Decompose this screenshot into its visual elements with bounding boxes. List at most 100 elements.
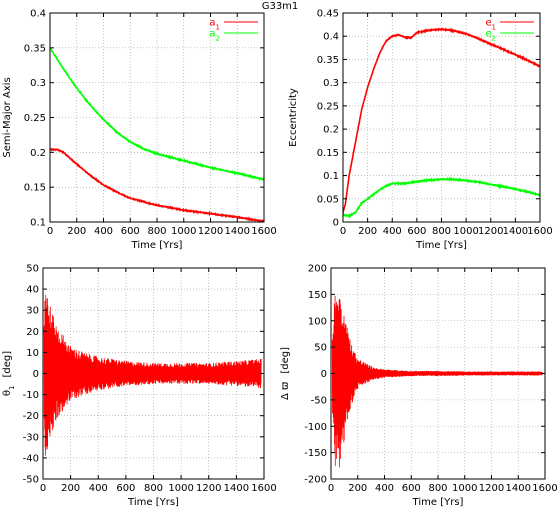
x-axis-label: Time [Yrs]: [412, 497, 464, 508]
legend-label-a2: a2: [209, 29, 220, 43]
x-tick-label: 1600: [527, 226, 552, 237]
x-tick-label: 1400: [503, 226, 528, 237]
x-tick-label: 1000: [453, 226, 478, 237]
y-axis-label: Semi-Major Axis: [2, 77, 13, 157]
y-tick-label: 0: [33, 369, 39, 380]
y-tick-label: 0.05: [317, 194, 339, 205]
x-tick-label: 1200: [479, 483, 504, 494]
x-tick-label: 600: [121, 226, 140, 237]
y-tick-label: 0.25: [24, 113, 46, 124]
y-tick-label: 0.25: [317, 101, 339, 112]
y-tick-label: -150: [304, 448, 327, 459]
x-tick-label: 800: [428, 483, 447, 494]
plot-area: [343, 26, 540, 219]
y-tick-label: -20: [23, 411, 39, 422]
legend-label-a1: a1: [209, 18, 220, 32]
y-tick-label: 0.45: [317, 9, 339, 20]
x-tick-label: 1600: [251, 483, 276, 494]
legend-label-e1: e1: [485, 18, 496, 32]
x-tick-label: 1000: [452, 483, 477, 494]
x-tick-label: 600: [402, 483, 421, 494]
x-tick-label: 0: [40, 483, 46, 494]
chart-panel-semi-major-axis: 0 200 400 600 800 1000 1200 1400 1600 0.1 0.15 0.2 0…: [2, 9, 277, 252]
y-tick-label: -200: [304, 475, 327, 486]
y-tick-label: -50: [311, 395, 327, 406]
x-tick-label: 1000: [168, 483, 193, 494]
y-tick-label: -50: [23, 475, 39, 486]
x-tick-label: 400: [383, 226, 402, 237]
legend-label-subscript: 2: [216, 35, 220, 43]
y-axis-label: Eccentricity: [288, 88, 299, 147]
y-tick-label: -40: [23, 453, 39, 464]
x-tick-label: 1000: [171, 226, 196, 237]
y-tick-label: 200: [308, 264, 327, 275]
y-tick-label: 20: [26, 327, 39, 338]
x-tick-label: 600: [116, 483, 135, 494]
y-tick-label: 0.4: [30, 9, 46, 20]
data-series-a2: [50, 47, 264, 182]
x-tick-label: 200: [61, 483, 80, 494]
x-tick-label: 0: [340, 226, 346, 237]
chart-panel-theta1: 0 200 400 600 800 1000 1200 1400 1600-50-40-30-2…: [2, 264, 277, 509]
y-tick-label: 0.2: [323, 125, 339, 136]
y-axis-label-unit: [deg]: [2, 351, 13, 378]
data-series-e2: [343, 176, 540, 219]
x-tick-label: 200: [67, 226, 86, 237]
x-tick-label: 400: [94, 226, 113, 237]
y-tick-label: 10: [26, 348, 39, 359]
data-series-theta1: [43, 294, 262, 456]
x-tick-label: 1400: [506, 483, 531, 494]
x-tick-label: 0: [328, 483, 334, 494]
x-tick-label: 400: [375, 483, 394, 494]
y-tick-label: -10: [23, 390, 39, 401]
x-tick-label: 1200: [198, 226, 223, 237]
y-tick-label: 50: [26, 264, 39, 275]
y-axis-label-subscript: 1: [8, 386, 16, 390]
x-tick-label: 800: [144, 483, 163, 494]
y-tick-label: 100: [308, 316, 327, 327]
y-tick-label: 0.35: [24, 43, 46, 54]
y-axis-label: Δ ϖ[deg]: [280, 347, 291, 400]
y-axis-label-unit: [deg]: [280, 347, 291, 374]
x-tick-label: 800: [432, 226, 451, 237]
y-tick-label: 0.3: [30, 78, 46, 89]
y-tick-label: 0.2: [30, 148, 46, 159]
plot-area: [331, 295, 543, 468]
y-tick-label: 0.1: [30, 218, 46, 229]
y-tick-label: 40: [26, 285, 39, 296]
y-tick-label: 0.3: [323, 78, 339, 89]
chart-panel-delta-varpi: 0 200 400 600 800 1000 1200 1400 1600-200-150-10…: [280, 264, 558, 509]
legend-label-subscript: 2: [492, 35, 496, 43]
legend-label-subscript: 1: [216, 24, 220, 32]
x-axis-label: Time [Yrs]: [127, 497, 179, 508]
y-tick-label: 0: [321, 369, 327, 380]
y-tick-label: 150: [308, 290, 327, 301]
plot-area: [43, 294, 262, 456]
y-axis-label: θ1[deg]: [2, 351, 16, 396]
data-series-e1: [343, 26, 540, 214]
chart-panel-eccentricity: 0 200 400 600 800 1000 1200 1400 1600 0 0.05 0.1 0.1…: [288, 9, 553, 252]
y-tick-label: -30: [23, 432, 39, 443]
x-tick-label: 1200: [478, 226, 503, 237]
x-tick-label: 0: [47, 226, 53, 237]
x-axis-label: Time [Yrs]: [131, 240, 183, 251]
y-tick-label: -100: [304, 422, 327, 433]
x-tick-label: 200: [358, 226, 377, 237]
x-tick-label: 1200: [196, 483, 221, 494]
x-tick-label: 1400: [224, 483, 249, 494]
plot-area: [50, 47, 264, 222]
y-tick-label: 30: [26, 306, 39, 317]
x-tick-label: 600: [407, 226, 426, 237]
y-tick-label: 0.15: [317, 148, 339, 159]
x-tick-label: 1400: [225, 226, 250, 237]
x-tick-label: 1600: [532, 483, 557, 494]
data-series-delta-varpi: [331, 295, 543, 468]
x-tick-label: 1600: [251, 226, 276, 237]
y-tick-label: 50: [314, 343, 327, 354]
y-tick-label: 0.15: [24, 183, 46, 194]
x-tick-label: 800: [147, 226, 166, 237]
y-tick-label: 0.1: [323, 171, 339, 182]
y-tick-label: 0.4: [323, 32, 339, 43]
figure-title: G33m1: [262, 1, 299, 12]
